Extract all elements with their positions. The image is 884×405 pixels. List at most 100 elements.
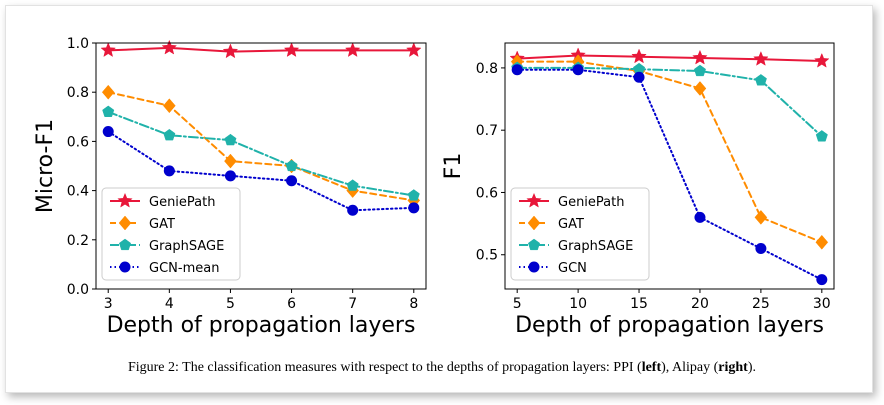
y-axis-label-right: F1	[441, 153, 466, 180]
point-geniepath-left-3	[283, 42, 300, 57]
point-gcn-mean-left-1	[163, 165, 175, 177]
point-gat-left-0	[101, 84, 115, 100]
x-tick-label-right-4: 25	[752, 296, 770, 312]
x-tick-label-right-5: 30	[813, 296, 831, 312]
legend-marker-gcn-right	[528, 261, 540, 273]
legend-label-geniepath-left: GeniePath	[149, 195, 215, 210]
y-tick-label-left-4: 0.8	[67, 85, 89, 101]
point-geniepath-left-2	[222, 43, 239, 59]
caption-prefix: Figure 2: The classification measures wi…	[127, 360, 642, 375]
y-tick-label-right-0: 0.5	[476, 248, 498, 264]
point-gat-right-4	[754, 209, 768, 225]
caption-middle: ), Alipay (	[661, 360, 719, 375]
y-tick-label-left-3: 0.6	[67, 134, 89, 150]
legend-label-gat-right: GAT	[558, 217, 584, 232]
x-tick-label-right-3: 20	[691, 296, 709, 312]
x-tick-label-left-3: 6	[287, 296, 296, 312]
legend-box-right	[510, 187, 650, 281]
point-graphsage-left-0	[102, 105, 115, 117]
legend-marker-gat-left	[118, 215, 132, 231]
point-gcn-right-1	[572, 64, 584, 76]
legend-label-gat-left: GAT	[149, 217, 175, 232]
point-geniepath-right-5	[814, 52, 830, 68]
point-geniepath-right-3	[692, 49, 708, 65]
x-tick-label-left-1: 4	[165, 296, 174, 312]
series-gcn-right	[511, 64, 828, 286]
point-gcn-right-4	[755, 243, 767, 255]
point-geniepath-right-4	[753, 51, 769, 66]
point-gcn-mean-left-3	[286, 175, 298, 187]
legend-label-graphsage-left: GraphSAGE	[149, 239, 224, 254]
figure-caption: Figure 2: The classification measures wi…	[0, 360, 884, 376]
series-geniepath-left	[100, 39, 422, 59]
chart-left: 3 4 5 6 7 8 0.0 0.2 0.4 0.6 0.8 1.0 Depth of propaga…	[33, 36, 427, 338]
x-tick-label-right-1: 10	[569, 296, 587, 312]
line-geniepath-left	[107, 46, 415, 53]
point-graphsage-right-3	[693, 64, 706, 77]
x-tick-label-left-5: 8	[409, 296, 418, 312]
line-gat-right	[516, 60, 823, 244]
point-gat-right-5	[815, 234, 829, 250]
point-graphsage-right-5	[815, 130, 828, 142]
y-tick-label-right-1: 0.6	[476, 185, 498, 201]
x-tick-label-left-2: 5	[226, 296, 235, 312]
point-graphsage-left-3	[285, 159, 298, 172]
caption-right-word: right	[718, 360, 748, 375]
legend-label-graphsage-right: GraphSAGE	[558, 239, 633, 254]
point-gat-left-1	[163, 98, 176, 114]
x-tick-label-left-4: 7	[348, 296, 357, 312]
caption-left-word: left	[641, 360, 662, 375]
legend-label-gcn-mean-left: GCN-mean	[149, 261, 219, 276]
point-gcn-right-0	[511, 64, 523, 76]
line-gcn-mean-left	[107, 130, 415, 212]
series-gat-right	[510, 54, 829, 250]
line-gat-left	[107, 91, 415, 202]
point-gcn-mean-left-2	[224, 170, 236, 182]
point-gcn-mean-left-5	[408, 202, 420, 214]
y-tick-label-left-2: 0.4	[67, 184, 89, 200]
x-axis-label-right: Depth of propagation layers	[515, 313, 824, 338]
point-gcn-right-2	[633, 71, 645, 83]
point-gcn-mean-left-4	[347, 204, 359, 216]
legend-left: GeniePath GAT GraphSAGE GCN-mean	[101, 187, 241, 281]
x-tick-label-left-0: 3	[104, 296, 113, 312]
line-geniepath-right	[516, 54, 823, 63]
series-gcn-mean-left	[102, 126, 420, 216]
legend-label-geniepath-right: GeniePath	[558, 195, 624, 210]
x-tick-label-right-2: 15	[630, 296, 648, 312]
point-gat-right-3	[693, 81, 707, 96]
caption-suffix: ).	[747, 360, 757, 375]
x-axis-label-left: Depth of propagation layers	[107, 313, 416, 338]
point-graphsage-left-2	[224, 133, 237, 146]
point-gcn-right-3	[694, 211, 706, 223]
axes-frame-right	[504, 42, 835, 290]
point-graphsage-left-5	[407, 189, 420, 201]
legend-box-left	[101, 187, 241, 281]
point-geniepath-right-2	[631, 48, 647, 64]
series-graphsage-right	[511, 61, 828, 142]
point-geniepath-left-5	[406, 42, 422, 57]
line-gcn-right	[516, 68, 823, 281]
legend-marker-gat-right	[527, 215, 541, 231]
point-gcn-right-5	[816, 274, 828, 286]
y-tick-label-right-2: 0.7	[476, 123, 498, 139]
line-graphsage-right	[516, 66, 823, 138]
point-gcn-mean-left-0	[102, 126, 114, 138]
legend-right: GeniePath GAT GraphSAGE GCN	[510, 187, 650, 281]
legend-marker-geniepath-right	[526, 192, 542, 208]
point-graphsage-left-1	[163, 128, 176, 141]
y-tick-label-left-0: 0.0	[67, 282, 89, 298]
point-geniepath-left-0	[100, 42, 116, 57]
legend-marker-geniepath-left	[117, 192, 133, 208]
y-tick-label-left-1: 0.2	[67, 233, 89, 249]
y-tick-label-right-3: 0.8	[476, 61, 498, 77]
series-graphsage-left	[102, 105, 420, 201]
x-tick-label-right-0: 5	[513, 296, 522, 312]
legend-marker-graphsage-right	[527, 238, 541, 251]
series-geniepath-right	[509, 47, 830, 68]
legend-marker-graphsage-left	[118, 238, 132, 251]
y-tick-label-left-5: 1.0	[67, 36, 89, 52]
legend-marker-gcn-mean-left	[119, 261, 131, 273]
axes-frame-left	[95, 42, 427, 290]
